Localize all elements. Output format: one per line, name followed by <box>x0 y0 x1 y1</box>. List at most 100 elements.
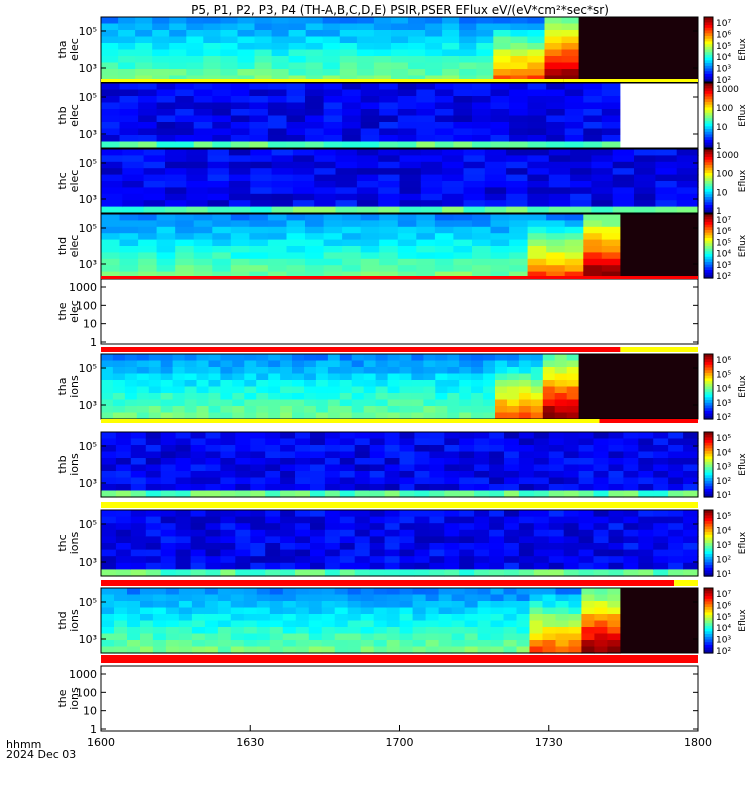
spectrogram-cell <box>399 168 422 176</box>
spectrogram-cell <box>399 601 414 609</box>
spectrogram-cell <box>464 620 479 628</box>
spectrogram-cell <box>160 432 177 440</box>
spectrogram-cell <box>434 102 454 110</box>
spectrogram-cell <box>360 128 380 136</box>
spectrogram-cell <box>668 510 684 518</box>
spectrogram-cell <box>138 96 158 104</box>
spectrogram-cell <box>160 438 177 446</box>
spectrogram-cell <box>140 620 154 628</box>
spectrogram-cell <box>193 246 213 253</box>
spectrogram-cell <box>399 556 415 564</box>
spectrogram-cell <box>323 246 343 253</box>
spectrogram-cell <box>581 620 595 628</box>
spectrogram-cell <box>490 83 510 91</box>
spectrogram-cell <box>578 464 595 472</box>
spectrogram-cell <box>250 477 266 485</box>
colorbar-step <box>704 475 713 479</box>
spectrogram-cell <box>442 69 460 77</box>
spectrogram-cell <box>237 36 256 44</box>
spectrogram-cell <box>591 181 614 188</box>
spectrogram-cell <box>369 523 386 531</box>
spectrogram-cell <box>391 17 409 25</box>
spectrogram-cell <box>136 380 150 388</box>
spectrogram-cell <box>305 246 325 253</box>
spectrogram-cell <box>459 477 475 485</box>
spectrogram-cell <box>391 43 409 51</box>
spectrogram-cell <box>463 174 486 182</box>
spectrogram-cell <box>483 380 496 388</box>
spectrogram-cell <box>564 220 584 228</box>
spectrogram-cell <box>160 367 174 375</box>
spectrogram-cell <box>271 200 294 208</box>
spectrogram-cell <box>115 484 132 492</box>
spectrogram-cell <box>175 89 195 97</box>
spectrogram-cell <box>118 43 136 51</box>
spectrogram-cell <box>653 451 669 459</box>
spectrogram-cell <box>190 536 207 544</box>
spectrogram-cell <box>564 102 584 110</box>
colorbar-step <box>704 362 713 366</box>
spectrogram-cell <box>548 458 565 466</box>
spectrogram-cell <box>254 43 273 51</box>
colorbar-step <box>704 243 713 247</box>
spectrogram-cell <box>339 406 353 414</box>
spectrogram-cell <box>220 464 236 472</box>
colorbar-step <box>704 178 713 182</box>
panel-frame <box>100 587 699 654</box>
spectrogram-cell <box>420 174 443 182</box>
spectrogram-cell <box>145 549 162 557</box>
spectrogram-cell <box>172 399 186 407</box>
spectrogram-cell <box>101 115 121 123</box>
spectrogram-cell <box>220 523 236 531</box>
colorbar-step <box>704 494 713 498</box>
spectrogram-cell <box>474 556 490 564</box>
spectrogram-cell <box>397 265 417 273</box>
spectrogram-cell <box>435 354 448 362</box>
spectrogram-cell <box>220 23 239 31</box>
colorbar-step <box>704 639 713 643</box>
spectrogram-cell <box>594 601 608 609</box>
spectrogram-cell <box>175 523 192 531</box>
spectrogram-cell <box>509 102 529 110</box>
spectrogram-cell <box>495 399 508 407</box>
spectrogram-cell <box>527 155 550 163</box>
spectrogram-cell <box>435 406 448 414</box>
spectrogram-cell <box>271 62 290 70</box>
spectrogram-cell <box>533 536 550 544</box>
spectrogram-cell <box>484 193 507 201</box>
spectrogram-cell <box>509 271 529 279</box>
spectrogram-cell <box>399 360 412 368</box>
spectrogram-cell <box>607 633 621 641</box>
spectrogram-cell <box>634 155 656 163</box>
spectrogram-cell <box>489 523 505 531</box>
spectrogram-cell <box>156 102 176 110</box>
spectrogram-cell <box>101 536 117 544</box>
spectrogram-cell <box>544 56 563 64</box>
spectrogram-cell <box>548 529 565 537</box>
spectrogram-cell <box>453 239 473 247</box>
spectrogram-cell <box>138 265 158 273</box>
spectrogram-cell <box>638 556 654 564</box>
spectrogram-cell <box>459 412 472 420</box>
spectrogram-cell <box>459 569 475 577</box>
spectrogram-cell <box>527 17 546 25</box>
spectrogram-cell <box>267 141 287 149</box>
spectrogram-cell <box>217 614 232 622</box>
spectrogram-cell <box>546 128 566 136</box>
colorbar-tick-label: 10⁴ <box>716 250 731 260</box>
spectrogram-cell <box>196 386 209 394</box>
spectrogram-cell <box>490 258 510 266</box>
spectrogram-cell <box>193 214 213 221</box>
colorbar-tick-label: 10⁴ <box>716 527 731 537</box>
spectrogram-cell <box>324 451 341 459</box>
spectrogram-cell <box>101 214 121 221</box>
spectrogram-cell <box>544 69 563 77</box>
spectrogram-cell <box>282 627 297 635</box>
colorbar-step <box>704 22 713 26</box>
spectrogram-cell <box>518 445 535 453</box>
spectrogram-cell <box>429 477 445 485</box>
spectrogram-cell <box>435 380 448 388</box>
spectrogram-cell <box>193 135 213 143</box>
spectrogram-cell <box>322 62 341 70</box>
